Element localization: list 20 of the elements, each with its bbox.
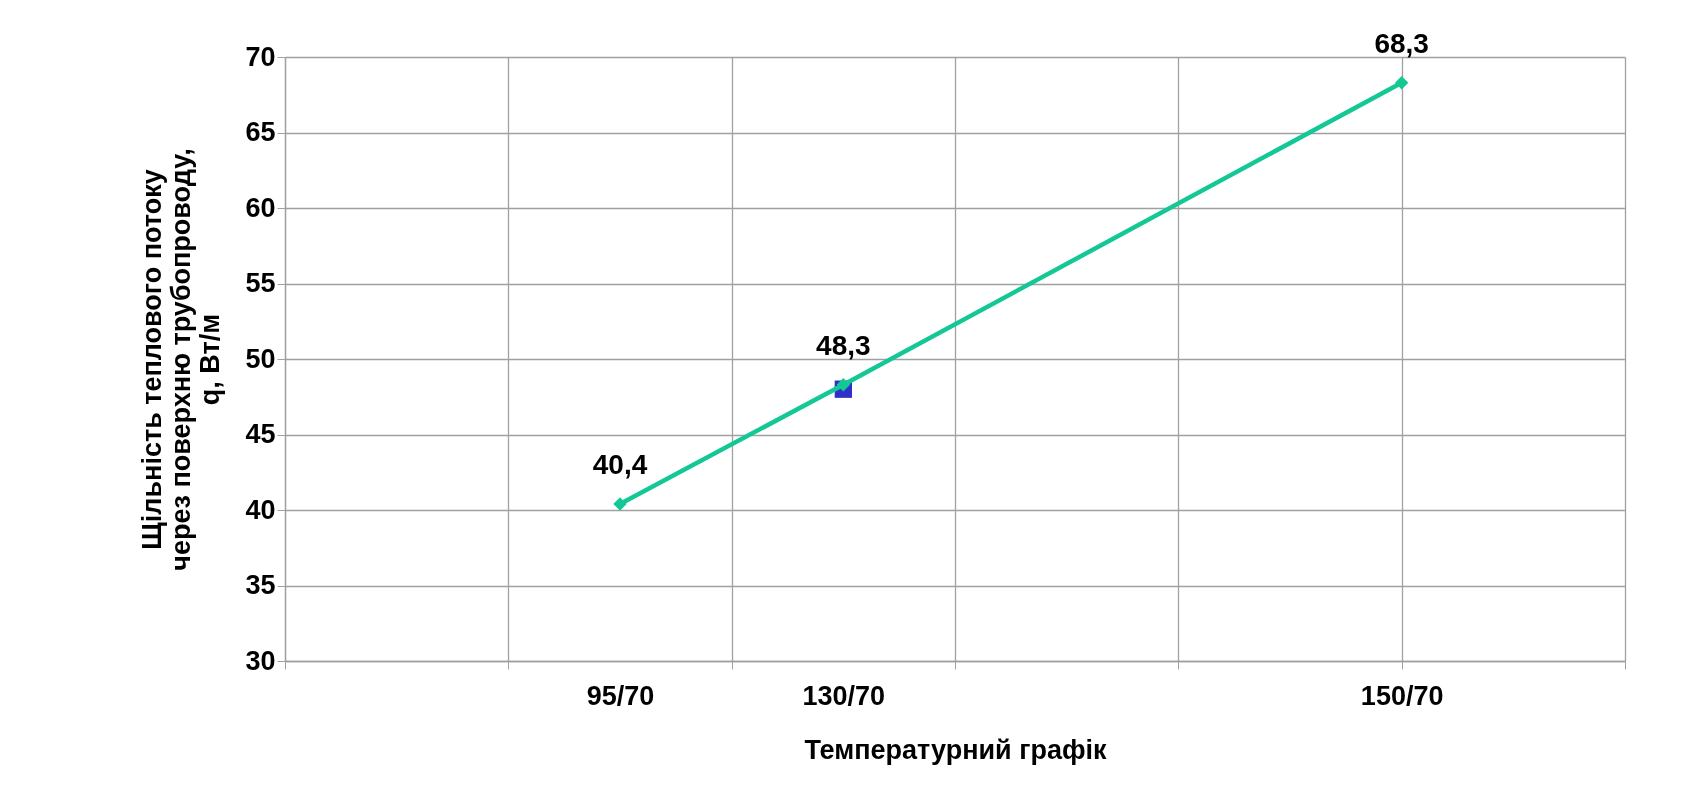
- data-label: 68,3: [1374, 27, 1429, 59]
- data-label: 48,3: [816, 329, 871, 361]
- y-tick-label: 70: [245, 41, 276, 72]
- y-tick-label: 30: [245, 645, 276, 676]
- y-tick-label: 35: [245, 570, 276, 600]
- y-tick-label: 50: [245, 343, 276, 374]
- y-axis-title: Щільність теплового потоку через поверхню трубопроводу, q, Вт/м: [137, 148, 226, 571]
- y-tick-label: 45: [245, 419, 276, 449]
- y-tick-label: 55: [245, 268, 276, 298]
- y-tick-label: 60: [245, 192, 276, 223]
- point: [836, 377, 851, 392]
- point: [613, 497, 627, 511]
- x-tick-label: 150/70: [1360, 680, 1444, 711]
- y-tick-label: 40: [245, 494, 276, 525]
- point: [1394, 75, 1409, 90]
- x-tick-label: 95/70: [586, 680, 655, 711]
- x-tick-label: 130/70: [802, 680, 886, 711]
- y-tick-label: 65: [245, 117, 276, 147]
- x-axis-title: Температурний графік: [804, 734, 1108, 765]
- data-label: 40,4: [592, 448, 648, 480]
